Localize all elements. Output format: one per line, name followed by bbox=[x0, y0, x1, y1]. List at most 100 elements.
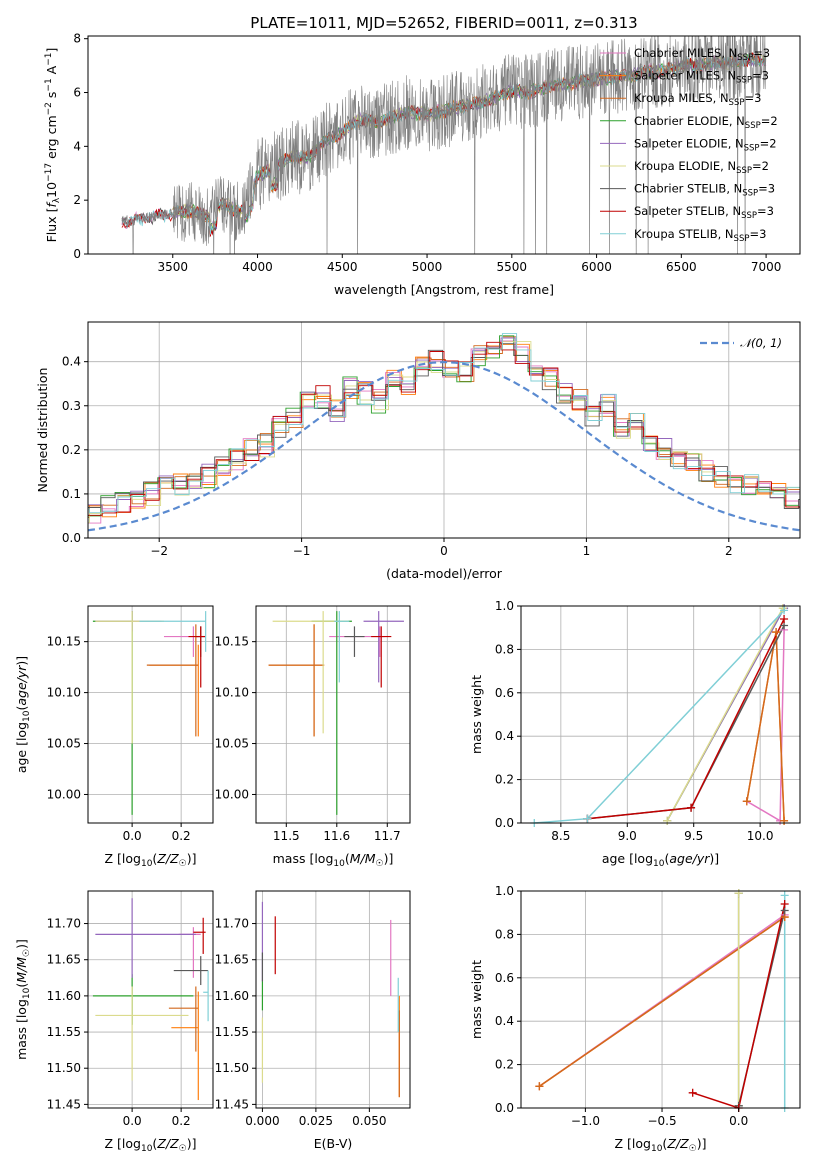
axes-frame bbox=[255, 890, 411, 1109]
plot-area bbox=[261, 901, 400, 1098]
y-tick-label: 11.70 bbox=[47, 917, 81, 931]
legend: Chabrier MILES, NSSP=3 Salpeter MILES, NS… bbox=[600, 46, 778, 244]
weight-marker bbox=[772, 628, 781, 637]
mass-vs-ebv-panel: 0.000 0.025 0.050 11.45 11.50 11.55 11.60 11.65… bbox=[215, 890, 411, 1151]
y-tick-label: 0.4 bbox=[62, 355, 81, 369]
x-axis-label: E(B-V) bbox=[314, 1136, 353, 1151]
weight-marker bbox=[780, 891, 789, 900]
x-tick-label: 1 bbox=[583, 544, 591, 558]
spectrum-panel: 3500 4000 4500 5000 5500 6000 6500 7000 0 2 4 6 8 PLA… bbox=[44, 14, 801, 297]
x-tick-label: 4500 bbox=[327, 260, 358, 274]
y-tick-label: 10.00 bbox=[47, 787, 81, 801]
weight-marker bbox=[583, 814, 592, 823]
y-tick-label: 11.55 bbox=[47, 1025, 81, 1039]
x-tick-label: 0.050 bbox=[352, 1114, 386, 1128]
weight-line bbox=[666, 607, 784, 822]
legend-label: Kroupa ELODIE, NSSP=2 bbox=[634, 159, 769, 176]
residual-histogram-step bbox=[88, 333, 800, 514]
y-tick-label: 10.10 bbox=[47, 686, 81, 700]
plot-area bbox=[92, 898, 209, 1101]
weight-line bbox=[692, 903, 786, 1108]
weight-line bbox=[538, 916, 786, 1087]
y-tick-label: 11.45 bbox=[47, 1097, 81, 1111]
legend-label: Chabrier ELODIE, NSSP=2 bbox=[634, 114, 778, 131]
y-tick-label: 0.0 bbox=[495, 1101, 514, 1115]
weight-marker bbox=[780, 900, 789, 909]
x-tick-label: 0.0 bbox=[123, 829, 142, 843]
residual-histogram-step bbox=[88, 337, 800, 512]
y-axis-label: Normed distribution bbox=[35, 368, 50, 493]
y-tick-label: 0.8 bbox=[495, 642, 514, 656]
age-vs-metallicity-panel: 0.0 0.2 10.00 10.05 10.10 10.15 Z [log10(Z/Z☉)… bbox=[14, 605, 214, 869]
plot-area bbox=[534, 607, 785, 823]
age-vs-mass-panel: 11.5 11.6 11.7 10.00 10.05 10.10 10.15 mass [lo… bbox=[215, 605, 411, 869]
axes-frame bbox=[255, 605, 411, 824]
x-tick-label: 9.5 bbox=[684, 829, 703, 843]
x-tick-label: 0.025 bbox=[299, 1114, 333, 1128]
x-tick-label: 11.6 bbox=[323, 829, 350, 843]
y-tick-label: 0.3 bbox=[62, 399, 81, 413]
x-tick-label: 2 bbox=[725, 544, 733, 558]
y-tick-label: 0.4 bbox=[495, 729, 514, 743]
x-tick-label: 0.0 bbox=[729, 1114, 748, 1128]
weight-marker bbox=[535, 1082, 544, 1091]
y-tick-label: 0.0 bbox=[495, 816, 514, 830]
x-tick-label: 5500 bbox=[497, 260, 528, 274]
plot-area bbox=[88, 333, 800, 532]
x-axis-label: Z [log10(Z/Z☉)] bbox=[105, 1136, 197, 1154]
x-axis-label: age [log10(age/yr)] bbox=[602, 851, 719, 869]
y-tick-label: 11.55 bbox=[215, 1025, 249, 1039]
x-tick-label: 6000 bbox=[581, 260, 612, 274]
legend-label: Salpeter STELIB, NSSP=3 bbox=[634, 204, 774, 221]
x-tick-label: 10.0 bbox=[747, 829, 774, 843]
weight-line bbox=[587, 625, 785, 820]
weight-vs-age-panel: 8.5 9.0 9.5 10.0 0.0 0.2 0.4 0.6 0.8 1.0 age [log1… bbox=[469, 599, 801, 869]
weight-marker bbox=[780, 615, 789, 624]
y-tick-label: 2 bbox=[73, 193, 81, 207]
weight-vs-metallicity-panel: −1.0 −0.5 0.0 0.0 0.2 0.4 0.6 0.8 1.0 Z [log10(Z/… bbox=[469, 884, 801, 1154]
legend: 𝒩(0, 1) bbox=[700, 336, 782, 350]
x-tick-label: 0.2 bbox=[172, 829, 191, 843]
y-tick-label: 10.15 bbox=[215, 635, 249, 649]
x-axis-label: Z [log10(Z/Z☉)] bbox=[105, 851, 197, 869]
weight-marker bbox=[734, 889, 743, 898]
weight-marker bbox=[742, 797, 751, 806]
y-tick-label: 0.0 bbox=[62, 531, 81, 545]
residual-histogram-step bbox=[88, 343, 800, 522]
y-tick-label: 6 bbox=[73, 86, 81, 100]
x-tick-label: 6500 bbox=[666, 260, 697, 274]
y-tick-label: 11.70 bbox=[215, 917, 249, 931]
x-tick-label: −1 bbox=[293, 544, 311, 558]
legend-label: Salpeter MILES, NSSP=3 bbox=[634, 69, 769, 86]
y-axis-label: mass weight bbox=[469, 960, 484, 1039]
y-tick-label: 0.4 bbox=[495, 1014, 514, 1028]
plot-area bbox=[121, 36, 767, 254]
x-axis-label: wavelength [Angstrom, rest frame] bbox=[334, 282, 554, 297]
y-tick-label: 10.05 bbox=[215, 737, 249, 751]
y-axis-label: Flux [fλ10−17 erg cm−2 s−1 A−1] bbox=[44, 48, 62, 243]
x-axis-label: Z [log10(Z/Z☉)] bbox=[615, 1136, 707, 1154]
residual-histogram-step bbox=[88, 343, 800, 509]
plot-area bbox=[92, 611, 207, 815]
x-tick-label: 11.7 bbox=[374, 829, 401, 843]
weight-line bbox=[746, 629, 785, 823]
legend-label: Chabrier STELIB, NSSP=3 bbox=[634, 182, 775, 199]
legend-label: 𝒩(0, 1) bbox=[740, 336, 782, 350]
legend-label: Salpeter ELODIE, NSSP=2 bbox=[634, 136, 777, 153]
y-tick-label: 0.6 bbox=[495, 686, 514, 700]
axes-frame bbox=[520, 605, 801, 824]
legend-label: Kroupa STELIB, NSSP=3 bbox=[634, 227, 766, 244]
y-tick-label: 10.00 bbox=[215, 787, 249, 801]
y-axis-label: mass [log10(M/M☉)] bbox=[14, 939, 32, 1060]
residual-histogram-step bbox=[88, 340, 800, 524]
x-tick-label: −0.5 bbox=[647, 1114, 676, 1128]
data-spectrum-line bbox=[121, 36, 767, 254]
x-axis-label: mass [log10(M/M☉)] bbox=[273, 851, 394, 869]
y-tick-label: 8 bbox=[73, 32, 81, 46]
x-tick-label: 0.2 bbox=[172, 1114, 191, 1128]
y-tick-label: 11.65 bbox=[47, 953, 81, 967]
y-tick-label: 11.60 bbox=[215, 989, 249, 1003]
residual-histogram-step bbox=[88, 341, 800, 520]
weight-marker bbox=[663, 816, 672, 825]
